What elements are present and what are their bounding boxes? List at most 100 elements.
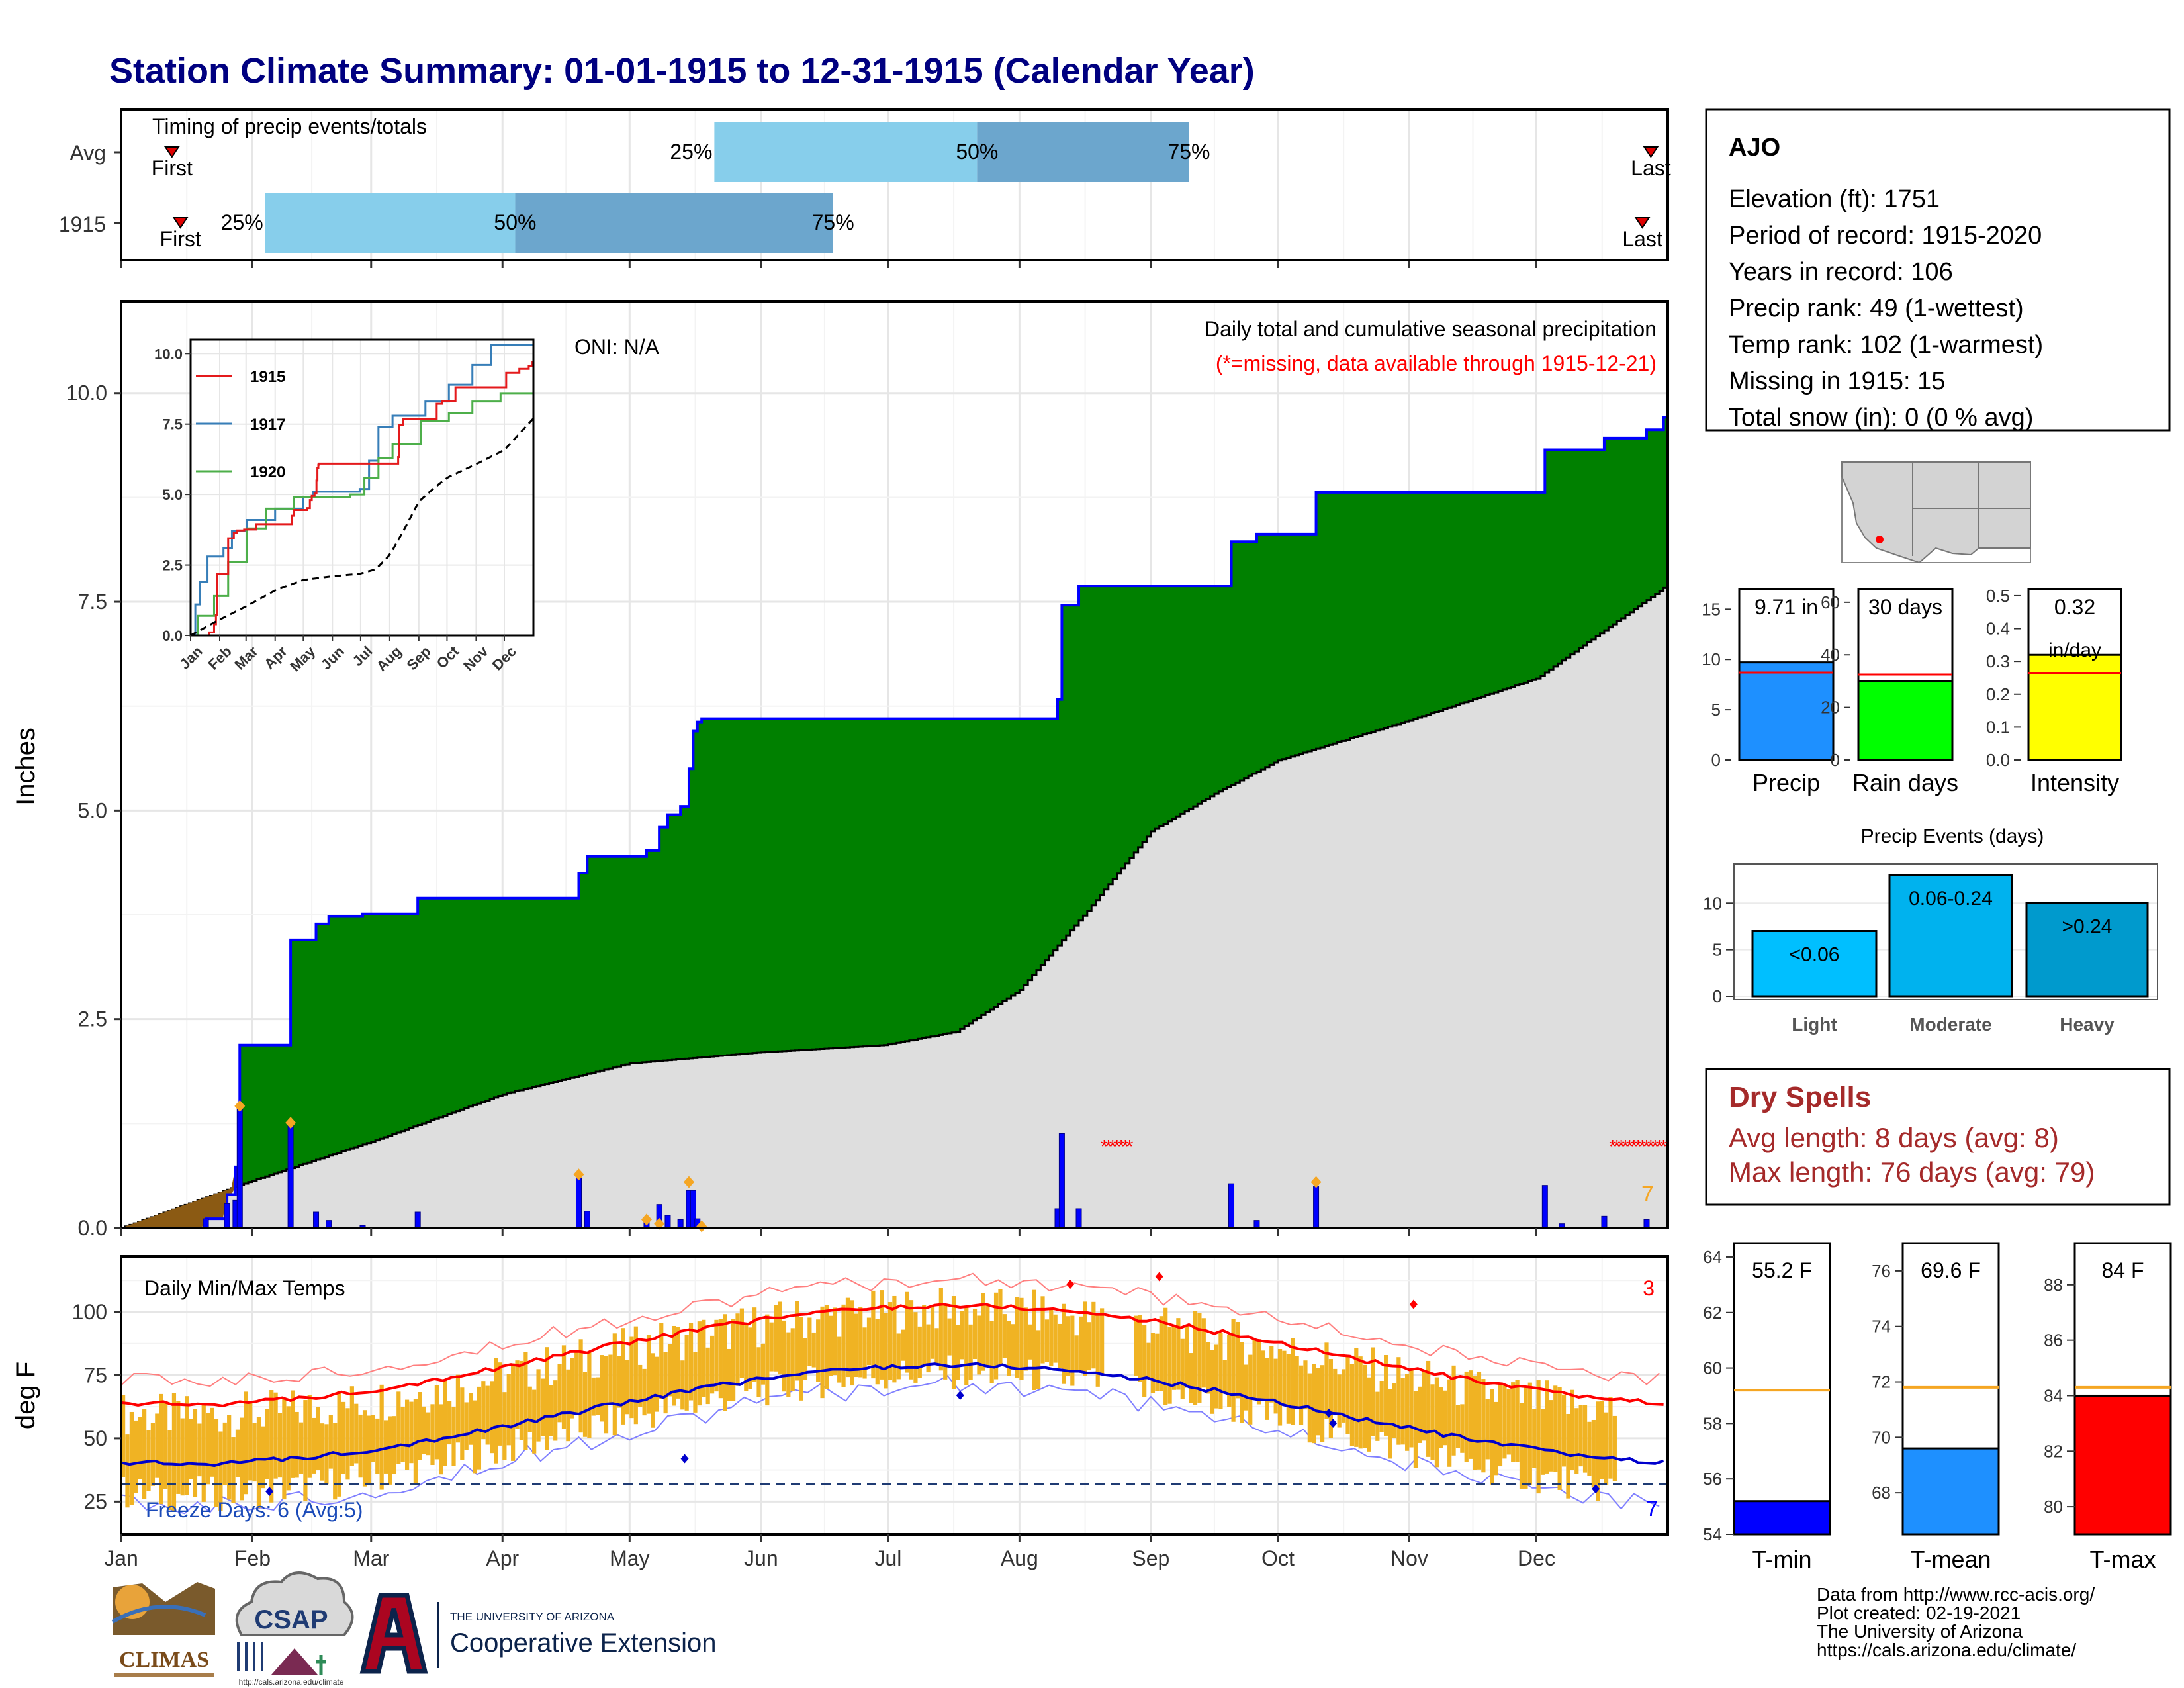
daily-temp-range-bar (1150, 1333, 1156, 1393)
precip-title: Daily total and cumulative seasonal prec… (1205, 317, 1657, 341)
events-bars: 0 5 10 <0.06 Light 0.06-0.24 Moderate >0.24 Heav… (1703, 874, 2158, 1035)
mini-bar-value-label: 0.32 (2054, 595, 2095, 619)
daily-temp-range-bar (1455, 1405, 1461, 1448)
record-high-marker (1066, 1280, 1075, 1289)
daily-temp-range-bar (1163, 1307, 1168, 1405)
mini-bar-tick-label: 0.1 (1986, 717, 2010, 737)
events-y-tick-label: 0 (1713, 986, 1722, 1006)
daily-temp-range-bar (129, 1411, 134, 1505)
daily-temp-range-bar (218, 1431, 223, 1511)
daily-temp-range-bar (998, 1289, 1003, 1366)
temp-title: Daily Min/Max Temps (144, 1276, 345, 1300)
daily-temp-range-bar (1227, 1335, 1232, 1407)
daily-temp-range-bar (561, 1345, 567, 1429)
daily-temp-range-bar (1375, 1391, 1380, 1441)
month-tick-label: Feb (234, 1546, 271, 1570)
record-low-marker (265, 1487, 274, 1497)
daily-temp-range-bar (1430, 1384, 1435, 1460)
first-event-label: First (152, 156, 193, 180)
temp-bar-value (2073, 1394, 2172, 1536)
daily-temp-range-bar (1587, 1421, 1592, 1476)
daily-temp-range-bar (705, 1347, 710, 1405)
daily-temp-range-bar (1604, 1412, 1609, 1485)
daily-temp-range-bar (371, 1415, 375, 1462)
daily-temp-range-bar (1142, 1325, 1147, 1397)
daily-precip-bar (414, 1211, 421, 1229)
daily-temp-range-bar (1155, 1333, 1160, 1391)
daily-temp-range-bar (956, 1325, 960, 1380)
timing-row-label-avg: Avg (69, 141, 106, 165)
daily-temp-range-bar (727, 1348, 731, 1402)
ua-extension-logo: THE UNIVERSITY OF ARIZONA Cooperative Ex… (359, 1593, 716, 1674)
daily-temp-range-bar (1443, 1390, 1447, 1446)
daily-temp-range-bar (913, 1312, 918, 1383)
timing-panel-border (120, 108, 1669, 261)
daily-temp-range-bar (693, 1352, 698, 1413)
precip-missing-note: (*=missing, data available through 1915-… (1216, 352, 1657, 375)
daily-temp-range-bar (1028, 1324, 1032, 1360)
station-precip-rank: Precip rank: 49 (1-wettest) (1729, 295, 2024, 322)
daily-temp-range-bar (1062, 1303, 1066, 1384)
csap-logo-mountain-icon (271, 1648, 318, 1675)
mini-bar-tick-label: 0 (1711, 750, 1721, 770)
daily-temp-range-bar (854, 1313, 858, 1378)
daily-temp-range-bar (298, 1422, 304, 1474)
daily-temp-range-bar (1277, 1349, 1283, 1426)
daily-temp-range-bar (1570, 1389, 1574, 1470)
daily-temp-range-bar (1053, 1314, 1058, 1363)
inset-legend-label: 1920 (250, 463, 285, 481)
daily-temp-range-bar (1328, 1359, 1333, 1438)
daily-temp-range-bar (341, 1401, 346, 1474)
inset-lines (190, 344, 535, 637)
temp-y-tick-label: 100 (72, 1300, 107, 1324)
temp-panel-border (120, 1255, 1669, 1536)
daily-temp-range-bar (697, 1321, 702, 1406)
inset-line-1917 (191, 344, 533, 637)
mini-bar-panels: 9.71 in Precip 0 5 10 15 30 days Rain days 0 20 40… (1702, 586, 2122, 796)
daily-temp-range-bar (1197, 1313, 1202, 1403)
temp-bar-tick-label: 60 (1703, 1358, 1722, 1378)
climas-logo-underline (114, 1673, 214, 1677)
daily-temp-range-bar (765, 1314, 770, 1406)
timing-bar-25-50 (265, 193, 516, 253)
daily-temp-range-bar (1087, 1322, 1092, 1371)
average-cumulative-area (121, 585, 1669, 1229)
month-tick-label: Aug (1001, 1546, 1038, 1570)
daily-temp-range-bar (1291, 1338, 1295, 1425)
daily-temp-range-bar (1049, 1307, 1054, 1366)
daily-temp-range-bar (1023, 1307, 1028, 1371)
daily-temp-range-bar (799, 1317, 803, 1401)
missing-day-marker: * (1643, 1136, 1651, 1156)
daily-temp-range-bar (642, 1368, 647, 1416)
daily-temp-range-bar (1426, 1360, 1431, 1457)
daily-temp-range-bar (312, 1417, 316, 1474)
inset-average-line (190, 418, 535, 637)
daily-temp-range-bar (934, 1328, 939, 1365)
daily-temp-range-bar (964, 1305, 969, 1385)
daily-temp-range-bar (684, 1335, 689, 1411)
daily-temp-range-bar (1600, 1401, 1604, 1479)
station-info-box: AJO Elevation (ft): 1751 Period of recor… (1705, 108, 2171, 432)
precip-panel-border (120, 300, 1669, 1229)
timing-bars: 25% 50% 75% First Last 25% 50% 75% First Last (114, 122, 1671, 268)
daily-temp-range-bar (1337, 1374, 1342, 1428)
daily-temp-range-bar (176, 1401, 181, 1494)
daily-temp-range-bar (989, 1320, 994, 1383)
daily-temp-range-bar (460, 1387, 465, 1460)
inset-y-tick-label: 5.0 (162, 487, 183, 503)
daily-temp-range-bar (811, 1332, 816, 1368)
mini-bar-tick-label: 0.3 (1986, 651, 2010, 671)
daily-temp-range-bar (1363, 1364, 1367, 1448)
temp-y-tick-label: 75 (83, 1363, 107, 1387)
record-low-marker (956, 1391, 964, 1400)
daily-temp-range-bar (824, 1305, 829, 1389)
daily-temp-range-bar (1015, 1297, 1020, 1378)
normal-high-line (120, 1303, 1664, 1408)
daily-temp-range-bar (578, 1339, 583, 1433)
missing-day-marker: * (1647, 1136, 1655, 1156)
daily-temp-range-bar (672, 1325, 676, 1406)
mini-bar-value (1738, 661, 1835, 761)
daily-temp-range-bar (307, 1395, 312, 1478)
daily-temp-range-bar (608, 1354, 613, 1405)
events-bar-range-label: >0.24 (2062, 915, 2113, 937)
